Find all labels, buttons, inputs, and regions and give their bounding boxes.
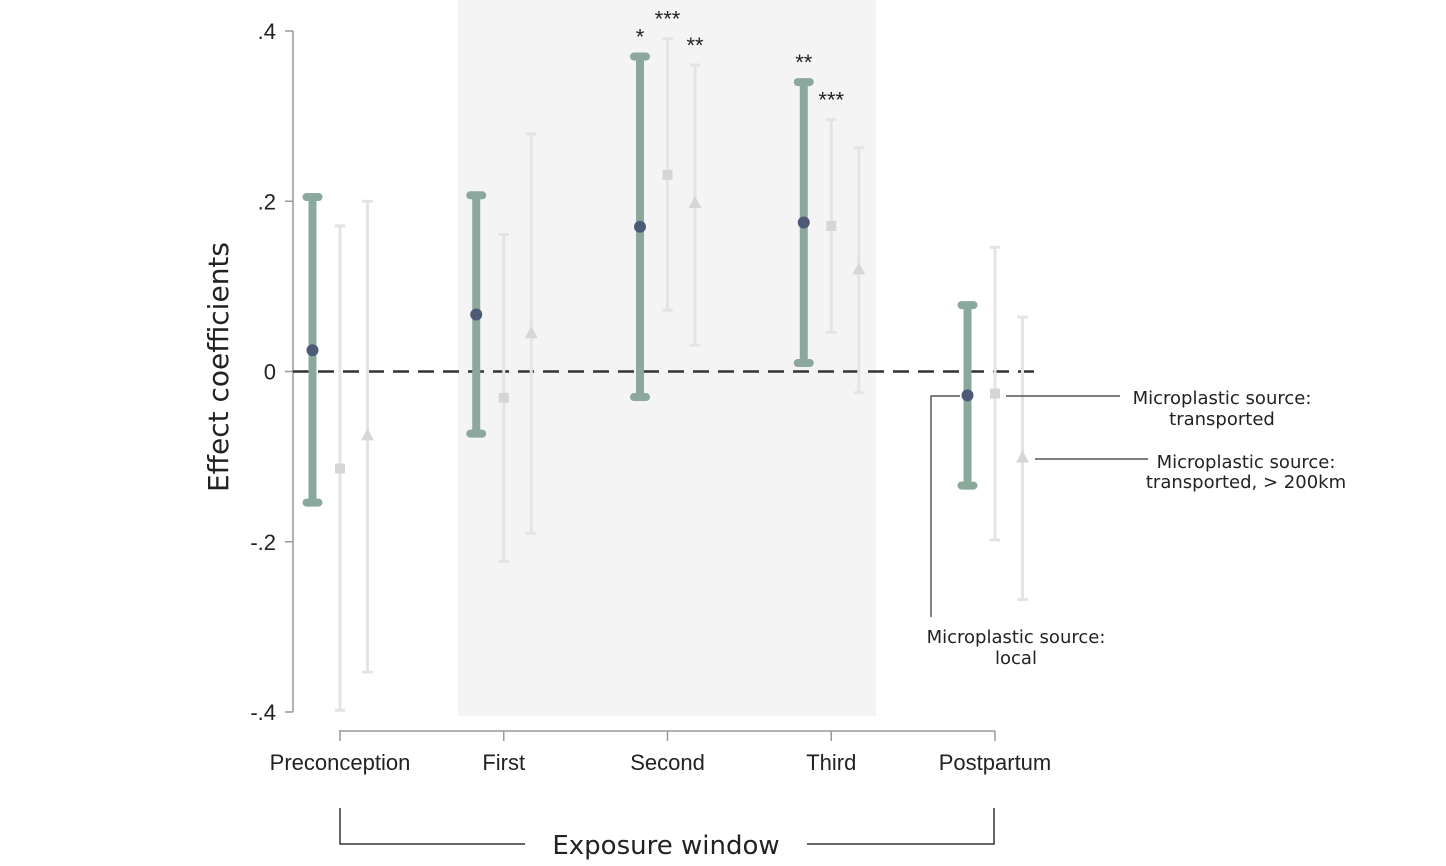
- annotation-leader-local: [930, 395, 960, 617]
- circle-series-point-postpartum: [961, 389, 974, 402]
- y-axis-label: Effect coefficients: [202, 242, 235, 492]
- x-tick-label-first: First: [482, 750, 525, 775]
- annotation-local-line1: Microplastic source:: [927, 627, 1106, 648]
- y-tick-label: .4: [258, 19, 276, 44]
- circle-series-point-third: [797, 216, 810, 229]
- circle-series-significance-second: *: [636, 25, 645, 50]
- square-series-point-first: [498, 392, 509, 403]
- triangle-series-significance-second: **: [686, 33, 704, 58]
- y-tick-label: .2: [258, 189, 276, 214]
- x-axis-label: Exposure window: [552, 831, 779, 861]
- annotation-local-line2: local: [995, 648, 1037, 669]
- x-tick-label-postpartum: Postpartum: [939, 750, 1052, 775]
- triangle-series-point-postpartum: [1016, 450, 1029, 463]
- triangle-series-point-preconception: [361, 428, 374, 441]
- x-tick-label-preconception: Preconception: [270, 750, 411, 775]
- triangle-series-point-first: [524, 326, 538, 339]
- triangle-series-point-third: [852, 262, 866, 275]
- annotation-transported-line2: transported: [1169, 409, 1275, 430]
- annotation-transported-line1: Microplastic source:: [1133, 388, 1312, 409]
- x-axis-ticks: Preconception First Second Third Postpartum: [270, 731, 1052, 775]
- series-layer: ***********: [302, 7, 1029, 712]
- y-tick-label: -.2: [250, 530, 276, 555]
- x-tick-label-third: Third: [806, 750, 856, 775]
- triangle-series-point-second: [688, 195, 702, 208]
- square-series-point-preconception: [335, 463, 345, 474]
- square-series-point-third: [826, 220, 837, 231]
- circle-series-point-first: [470, 308, 483, 321]
- circle-series-point-preconception: [306, 344, 319, 357]
- square-series-point-second: [662, 169, 673, 180]
- square-series-significance-third: ***: [818, 88, 844, 113]
- circle-series-point-second: [634, 220, 646, 233]
- square-series-point-postpartum: [990, 388, 1000, 399]
- y-tick-label: 0: [264, 360, 276, 385]
- square-series-significance-second: ***: [655, 7, 681, 32]
- circle-series-significance-third: **: [795, 50, 813, 75]
- exposure-bracket-right: [807, 808, 995, 845]
- y-tick-label: -.4: [250, 700, 276, 725]
- annotation-transported-200-line2: transported, > 200km: [1146, 472, 1346, 493]
- y-axis-ticks: .4 .2 0 -.2 -.4: [250, 19, 293, 725]
- exposure-bracket-left: [339, 808, 525, 845]
- annotation-transported-200-line1: Microplastic source:: [1157, 452, 1336, 473]
- x-tick-label-second: Second: [630, 750, 705, 775]
